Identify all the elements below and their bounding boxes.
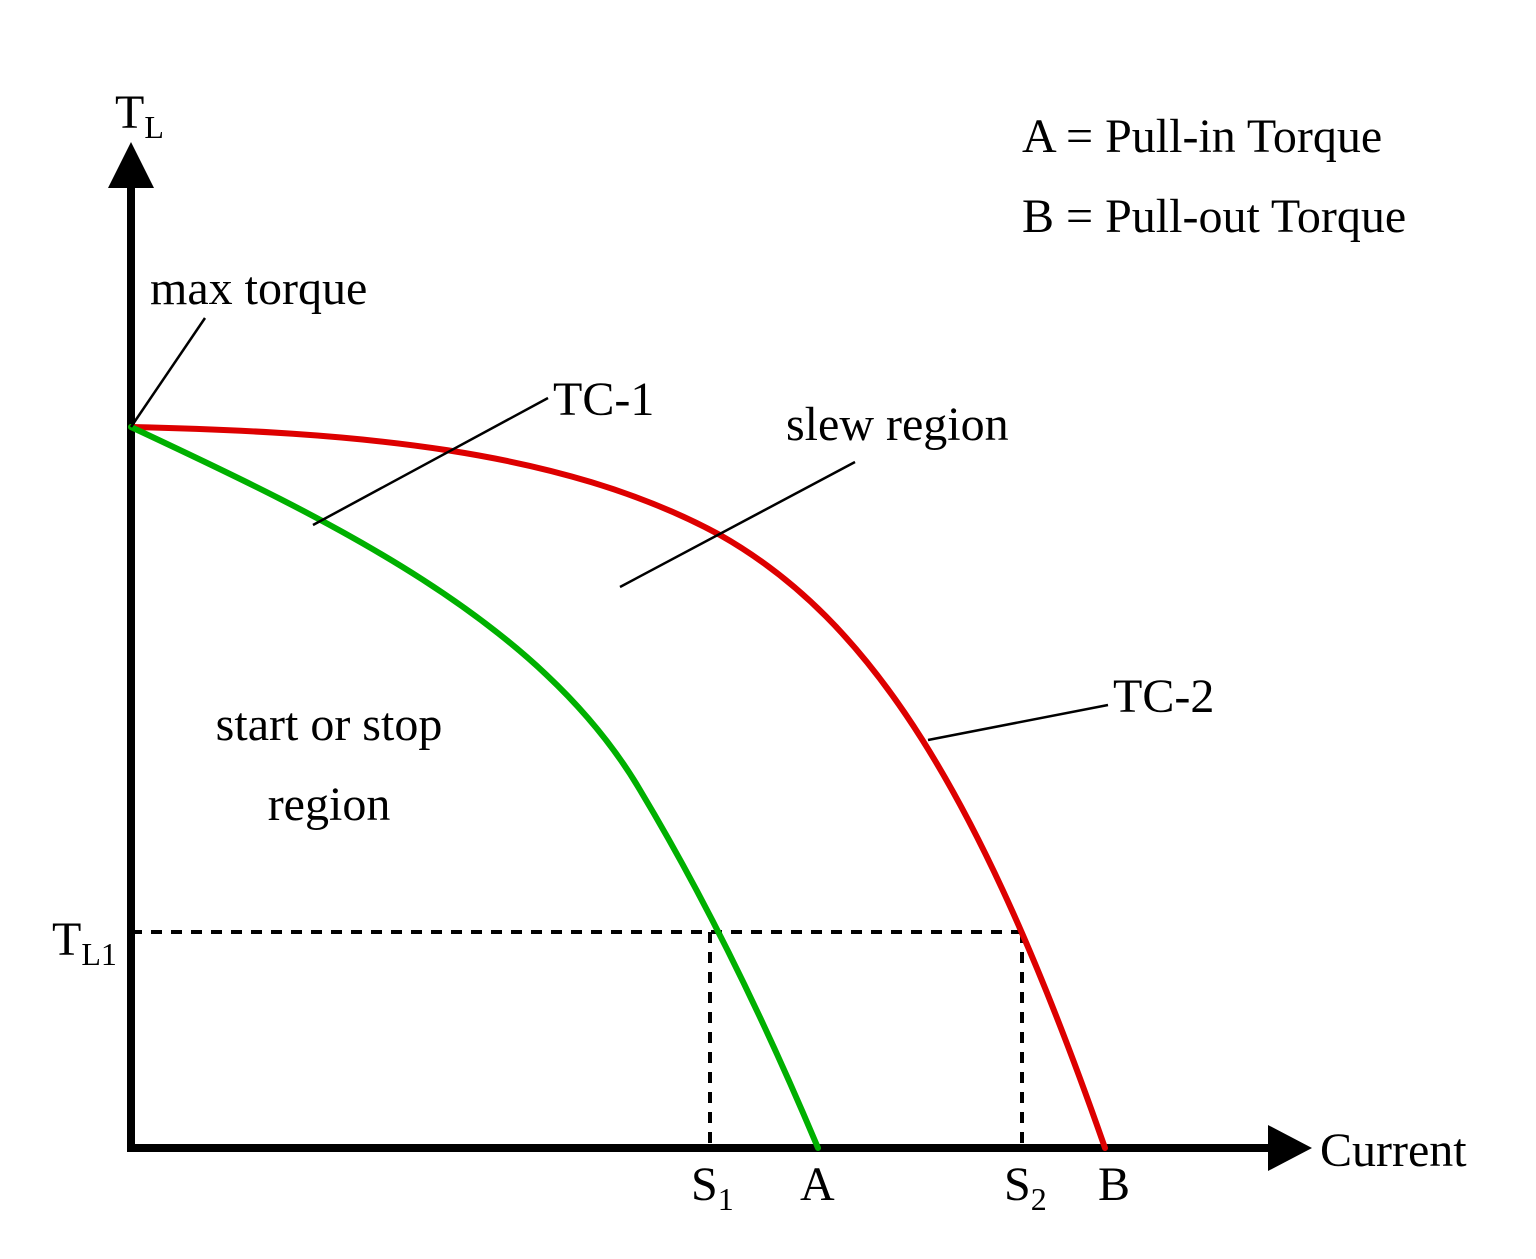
x-axis-label: Current — [1320, 1124, 1467, 1177]
tc2-label: TC-2 — [1113, 670, 1214, 723]
start-stop-region-label-line1: start or stop — [216, 698, 443, 751]
max-torque-label: max torque — [150, 262, 367, 315]
slew-region-leader — [619, 460, 856, 589]
tl1-label: TL1 — [52, 913, 117, 972]
a-tick-label: A — [800, 1158, 835, 1211]
s2-tick-label: S2 — [1004, 1158, 1047, 1217]
legend-pull-in: A = Pull-in Torque — [1022, 110, 1382, 163]
y-axis-label: TL — [115, 86, 164, 145]
x-axis-arrow — [1268, 1125, 1312, 1171]
tc1-leader — [312, 396, 549, 527]
legend-pull-out: B = Pull-out Torque — [1022, 190, 1406, 243]
tc1-curve — [128, 424, 821, 1151]
start-stop-region-label-line2: region — [268, 778, 391, 831]
tc2-curve — [128, 424, 1108, 1151]
tc1-label: TC-1 — [553, 373, 654, 426]
y-axis-arrow — [108, 142, 154, 188]
s1-tick-label: S1 — [691, 1158, 734, 1217]
slew-region-label: slew region — [786, 398, 1009, 451]
b-tick-label: B — [1098, 1158, 1130, 1211]
tc2-leader — [927, 703, 1109, 742]
max-torque-leader — [129, 317, 207, 428]
